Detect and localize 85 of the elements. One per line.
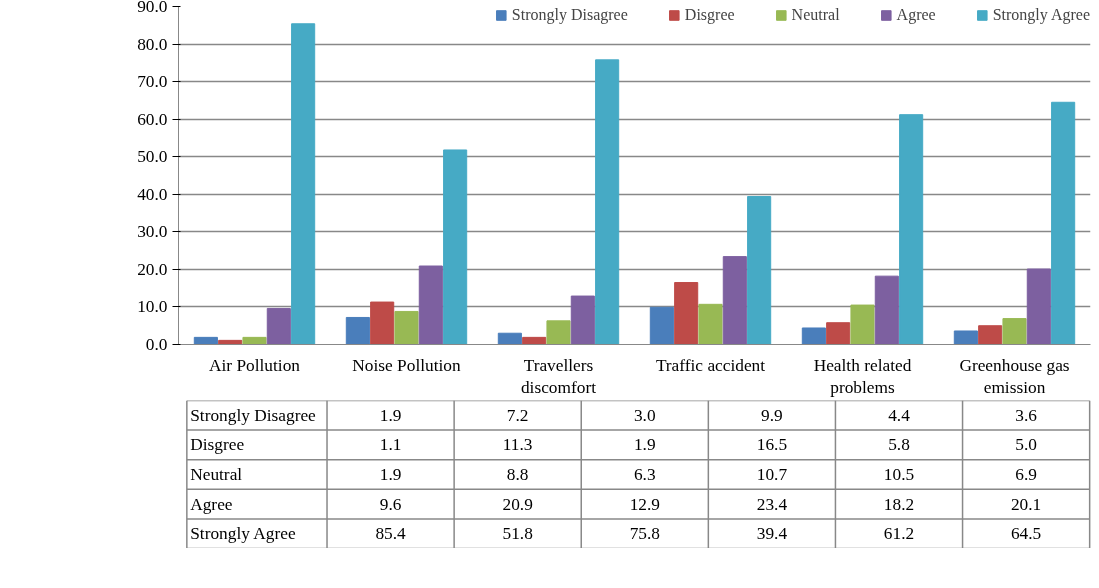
bar: [1026, 268, 1051, 345]
bar: [193, 336, 218, 345]
bar: [345, 316, 370, 345]
y-tick-label: 10.0: [137, 297, 168, 317]
text: 11.3: [502, 435, 533, 455]
bar: [291, 23, 316, 345]
bar: [418, 265, 443, 345]
legend-label: Strongly Disagree: [511, 6, 628, 24]
bar: [874, 275, 899, 345]
x-tick-label: Noise Pollution: [352, 355, 461, 375]
bar: [698, 303, 723, 345]
text: 1.9: [633, 435, 656, 455]
legend-label: Agree: [896, 6, 936, 24]
text: 1.1: [379, 435, 402, 455]
bar: [722, 256, 747, 345]
bar: [443, 149, 468, 345]
bar: [850, 304, 875, 345]
text: 23.4: [756, 494, 788, 514]
text: 10.5: [883, 465, 915, 484]
bar: [953, 330, 978, 345]
text: 3.6: [1015, 405, 1037, 425]
bar: [747, 196, 772, 345]
text: Neutral: [190, 465, 243, 484]
text: 16.5: [756, 435, 788, 455]
bar: [1002, 318, 1027, 345]
bar: [522, 336, 547, 345]
bar: [899, 114, 924, 345]
text: 3.0: [633, 405, 656, 425]
text: 5.0: [1015, 435, 1037, 455]
bar: [978, 325, 1003, 345]
text: 5.8: [888, 435, 910, 455]
text: 6.9: [1015, 465, 1037, 484]
text: 75.8: [629, 524, 660, 544]
y-tick-label: 20.0: [137, 259, 168, 279]
y-tick-label: 30.0: [137, 222, 168, 242]
x-tick-label: Health related problems: [813, 355, 912, 398]
text: 9.6: [379, 494, 402, 514]
x-tick-label: Greenhouse gas emission: [959, 355, 1070, 398]
bar: [394, 310, 419, 345]
text: 18.2: [883, 494, 915, 514]
legend-label: Neutral: [791, 6, 840, 24]
text: 64.5: [1010, 524, 1042, 544]
text: 20.9: [502, 494, 533, 514]
text: 1.9: [379, 405, 402, 425]
y-tick-label: 70.0: [137, 72, 168, 92]
text: 20.1: [1010, 494, 1042, 514]
bar: [370, 301, 395, 345]
text: 85.4: [375, 524, 406, 544]
bar: [266, 307, 291, 345]
text: 4.4: [888, 405, 910, 425]
legend-label: Disgree: [684, 6, 735, 24]
text: 39.4: [756, 524, 788, 544]
text: 1.9: [379, 465, 402, 484]
bar: [497, 332, 522, 345]
x-tick-label: Traffic accident: [655, 355, 766, 375]
bar: [595, 59, 620, 345]
y-tick-label: 60.0: [137, 109, 168, 129]
bar: [570, 295, 595, 345]
legend-label: Strongly Agree: [992, 6, 1090, 24]
bar: [674, 282, 699, 345]
text: 51.8: [502, 524, 533, 544]
text: 6.3: [633, 465, 656, 484]
x-tick-label: Travellers discomfort: [520, 355, 597, 398]
text: 12.9: [629, 494, 660, 514]
bar: [649, 306, 674, 345]
x-tick-label: Air Pollution: [209, 355, 301, 375]
bar: [801, 327, 826, 345]
y-tick-label: 40.0: [137, 184, 168, 204]
y-tick-label: 90.0: [137, 0, 168, 16]
text: Disgree: [190, 435, 245, 455]
text: 9.9: [761, 405, 783, 425]
text: 8.8: [506, 465, 529, 484]
text: Strongly Disagree: [190, 405, 316, 425]
text: Strongly Agree: [190, 524, 296, 544]
text: 7.2: [506, 405, 529, 425]
y-tick-label: 80.0: [137, 34, 168, 54]
bar: [242, 336, 267, 345]
text: 10.7: [756, 465, 788, 484]
text: 61.2: [883, 524, 915, 544]
y-tick-label: 50.0: [137, 147, 168, 167]
bar: [546, 320, 571, 345]
text: Agree: [190, 494, 233, 514]
bar: [826, 322, 851, 345]
bar: [1051, 101, 1076, 345]
y-tick-label: 0.0: [145, 335, 168, 354]
